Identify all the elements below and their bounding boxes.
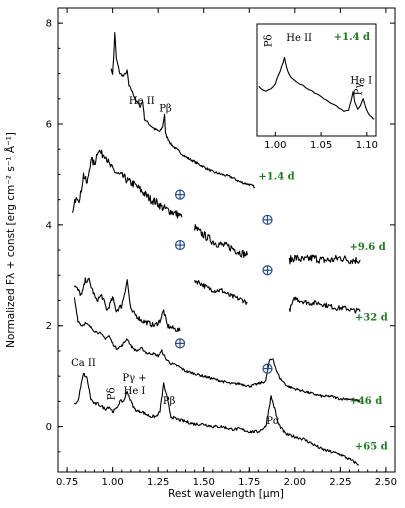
inset-spectrum	[258, 56, 375, 120]
telluric-marker	[174, 338, 186, 349]
inset-x-axis: 1.00 1.05 1.10	[264, 132, 378, 151]
inset-line-label: He I	[350, 75, 372, 86]
phase-label: +46 d	[349, 396, 382, 407]
inset-x-tick-label: 1.10	[356, 140, 378, 151]
plot-frame	[57, 7, 396, 473]
telluric-marker	[174, 189, 186, 200]
y-axis-label: Normalized Fλ + const [erg cm⁻² s⁻¹ Å⁻¹]	[4, 132, 17, 348]
phase-label: +9.6 d	[349, 242, 385, 253]
x-tick-label: 1.75	[238, 477, 260, 488]
line-label: He I	[124, 386, 146, 397]
inset-phase-label: +1.4 d	[334, 32, 370, 43]
inset-plot: 1.00 1.05 1.10 Pδ He II He IPγ +1.4 d	[256, 23, 378, 151]
spectrum-segment	[72, 149, 183, 219]
inset-x-tick-label: 1.05	[310, 140, 332, 151]
phase-labels: +1.4 d +9.6 d +32 d +46 d +65 d	[258, 171, 387, 452]
x-axis-label: Rest wavelength [μm]	[168, 488, 284, 500]
spectrum-segment	[288, 296, 361, 314]
telluric-marker	[262, 363, 273, 374]
x-tick-label: 2.00	[284, 477, 306, 488]
x-tick-label: 1.00	[102, 477, 124, 488]
spectrum-segment	[110, 32, 256, 189]
y-axis: 0 2 4 6 8	[46, 19, 395, 453]
spectrum-segment	[288, 254, 361, 265]
telluric-marker	[262, 214, 273, 225]
main-plot: 0.75 1.00 1.25 1.50 1.75 2.00 2.25 2.50 0 2 4 6 8 H…	[4, 7, 397, 500]
telluric-marker	[262, 265, 273, 276]
x-tick-label: 2.50	[375, 477, 397, 488]
line-label: Pγ +	[122, 373, 146, 384]
line-labels: He II Pβ Ca II Pδ Pγ + He I Pβ Pα	[71, 96, 280, 427]
y-tick-label: 8	[46, 19, 52, 30]
spectrum-segment	[194, 224, 248, 259]
inset-line-label: He II	[286, 33, 312, 44]
series-2	[73, 277, 361, 332]
line-label: Pα	[266, 416, 280, 427]
inset-series	[258, 56, 375, 120]
series-4	[73, 372, 359, 466]
x-axis: 0.75 1.00 1.25 1.50 1.75 2.00 2.25 2.50	[56, 8, 397, 488]
spectrum-segment	[73, 372, 359, 466]
phase-label: +65 d	[355, 441, 388, 452]
series-3	[73, 297, 361, 403]
inset-line-label: Pδ	[264, 34, 275, 47]
series-1	[72, 149, 361, 265]
spectrum-segment	[73, 297, 361, 403]
y-tick-label: 4	[46, 220, 52, 231]
telluric-marker	[174, 239, 186, 251]
inset-line-label: Pγ	[353, 83, 364, 96]
phase-label: +32 d	[355, 313, 388, 324]
line-label: Pβ	[163, 396, 176, 407]
y-tick-label: 6	[46, 120, 52, 131]
telluric-markers	[174, 189, 273, 374]
inset-line-labels: Pδ He II He IPγ	[264, 33, 373, 96]
line-label: Pβ	[159, 103, 172, 114]
x-tick-label: 1.50	[193, 477, 215, 488]
spectrum-segment	[73, 277, 181, 332]
x-tick-label: 1.25	[147, 477, 169, 488]
x-tick-label: 2.25	[329, 477, 351, 488]
phase-label: +1.4 d	[258, 171, 294, 182]
line-label: He II	[129, 96, 155, 107]
series-layer	[72, 32, 361, 466]
inset-x-tick-label: 1.00	[264, 140, 286, 151]
y-tick-label: 2	[46, 321, 52, 332]
spectrum-segment	[194, 279, 248, 305]
line-label: Ca II	[71, 358, 96, 369]
line-label: Pδ	[106, 387, 117, 400]
x-tick-label: 0.75	[56, 477, 78, 488]
y-tick-label: 0	[46, 422, 52, 433]
series-0	[110, 32, 256, 189]
